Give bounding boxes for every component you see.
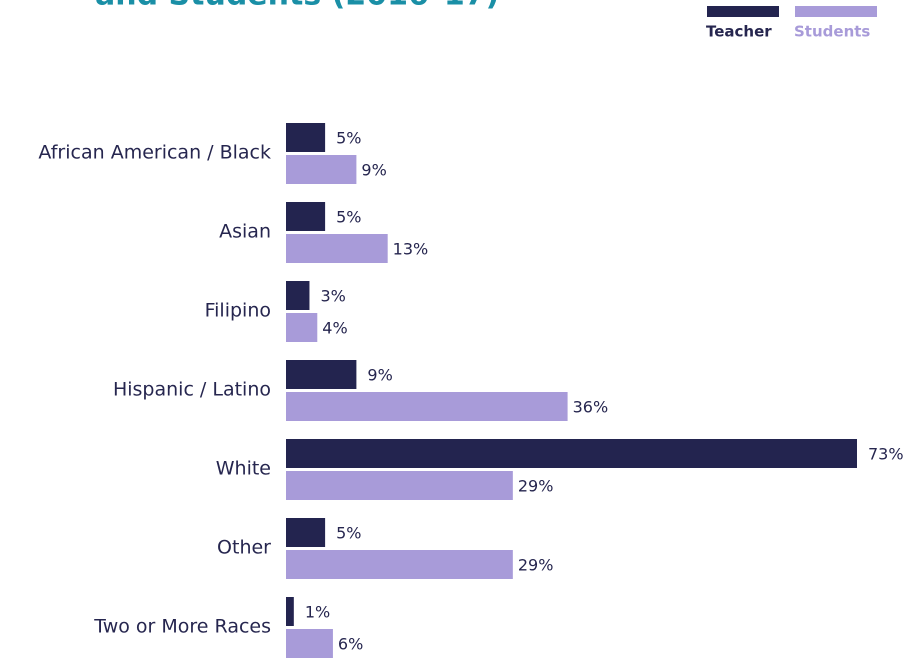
bar <box>286 360 357 389</box>
legend-swatch <box>795 6 877 17</box>
category-label: White <box>216 458 271 480</box>
value-label: 73% <box>868 445 904 464</box>
value-label: 5% <box>336 129 361 148</box>
bar <box>286 234 388 263</box>
legend-label: Teacher <box>706 23 772 41</box>
bar <box>286 550 513 579</box>
bar <box>286 518 326 547</box>
value-label: 9% <box>361 161 386 180</box>
category-label: Other <box>217 537 271 559</box>
value-label: 6% <box>338 635 363 654</box>
bar <box>286 155 357 184</box>
legend-swatch <box>707 6 779 17</box>
value-label: 29% <box>518 556 554 575</box>
value-label: 29% <box>518 477 554 496</box>
value-label: 3% <box>320 287 345 306</box>
bar <box>286 597 294 626</box>
value-label: 9% <box>367 366 392 385</box>
value-label: 1% <box>305 603 330 622</box>
bar <box>286 629 333 658</box>
bar <box>286 202 326 231</box>
value-label: 5% <box>336 524 361 543</box>
chart-title: and Students (2016–17) <box>95 0 499 13</box>
bar <box>286 123 326 152</box>
category-label: Two or More Races <box>93 616 271 638</box>
bar <box>286 471 513 500</box>
bar <box>286 439 857 468</box>
legend-label: Students <box>794 23 870 41</box>
category-label: Hispanic / Latino <box>113 379 271 401</box>
category-label: Filipino <box>205 300 271 322</box>
category-label: African American / Black <box>38 142 271 164</box>
value-label: 13% <box>393 240 429 259</box>
category-label: Asian <box>219 221 271 243</box>
bar <box>286 313 318 342</box>
value-label: 36% <box>573 398 609 417</box>
bar <box>286 281 310 310</box>
value-label: 4% <box>322 319 347 338</box>
bar <box>286 392 568 421</box>
value-label: 5% <box>336 208 361 227</box>
